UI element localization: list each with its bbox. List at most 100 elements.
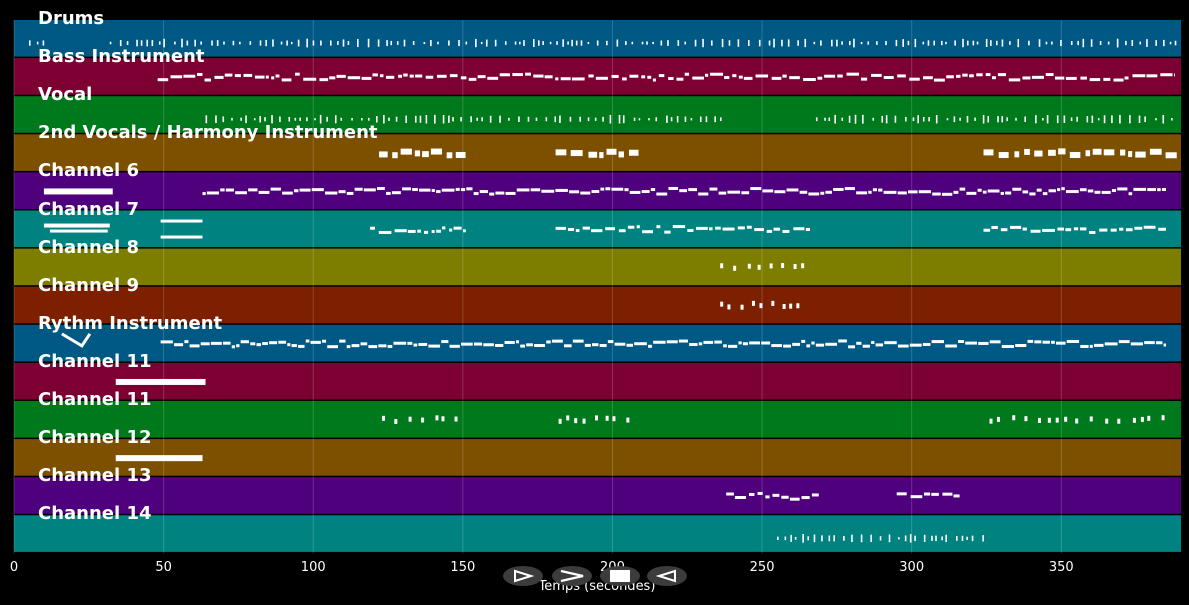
note — [793, 264, 797, 270]
note — [481, 117, 483, 122]
note — [204, 78, 212, 82]
note — [945, 41, 947, 45]
note — [270, 187, 281, 191]
note — [723, 344, 727, 348]
note — [622, 77, 627, 81]
play-button[interactable] — [503, 566, 543, 586]
note — [878, 188, 883, 192]
note — [223, 41, 225, 45]
note — [914, 38, 917, 48]
note — [1119, 114, 1121, 124]
note — [1000, 191, 1004, 195]
rewind-button[interactable] — [647, 566, 687, 586]
note — [442, 226, 446, 230]
note — [234, 74, 241, 78]
note — [407, 341, 413, 345]
note — [181, 38, 183, 48]
note — [163, 38, 165, 48]
note — [792, 342, 801, 346]
note — [787, 39, 790, 47]
note — [896, 492, 907, 496]
note — [259, 116, 261, 123]
note — [414, 150, 421, 157]
note — [460, 76, 467, 80]
note — [784, 536, 787, 541]
note — [1149, 148, 1162, 155]
note — [441, 416, 445, 422]
note — [479, 190, 489, 194]
note — [184, 340, 189, 344]
note — [1031, 75, 1044, 79]
note — [1024, 116, 1026, 122]
x-tick-label: 0 — [9, 560, 19, 575]
note — [935, 115, 938, 124]
note — [875, 343, 884, 347]
note — [953, 494, 960, 498]
note — [996, 40, 998, 46]
track-label: Drums — [38, 8, 105, 29]
note — [394, 419, 398, 425]
note — [646, 41, 648, 45]
note — [588, 74, 594, 78]
note — [592, 343, 599, 347]
note — [378, 344, 387, 348]
note — [1163, 39, 1165, 47]
note — [1140, 416, 1144, 422]
note — [922, 76, 933, 80]
note — [698, 192, 709, 196]
note — [605, 415, 609, 421]
note — [668, 76, 674, 80]
note — [487, 76, 499, 80]
note — [288, 117, 291, 122]
note — [157, 78, 169, 82]
note — [449, 74, 458, 78]
note — [158, 41, 161, 45]
note — [1132, 417, 1136, 423]
note — [769, 263, 773, 269]
note — [272, 39, 274, 47]
note — [468, 77, 477, 81]
note — [1000, 228, 1008, 232]
note — [170, 75, 183, 79]
note — [718, 191, 727, 195]
note — [1042, 228, 1055, 232]
note — [555, 149, 567, 156]
note — [808, 192, 820, 196]
note — [422, 151, 429, 158]
note — [884, 341, 897, 345]
note — [841, 117, 844, 121]
note — [405, 115, 407, 123]
note — [240, 117, 242, 121]
note — [455, 187, 460, 191]
note — [1099, 41, 1102, 46]
note — [997, 73, 1007, 77]
note — [966, 115, 969, 123]
note — [587, 117, 590, 122]
note — [248, 188, 258, 192]
note — [250, 342, 256, 346]
note — [505, 191, 516, 195]
note — [655, 117, 658, 122]
note — [269, 341, 278, 345]
note — [379, 151, 388, 158]
note — [512, 73, 523, 77]
fast-forward-button[interactable] — [552, 566, 592, 586]
note — [1128, 192, 1133, 196]
note — [959, 187, 966, 191]
note — [1147, 188, 1156, 192]
note — [454, 416, 458, 422]
note — [1103, 115, 1106, 124]
note — [1111, 115, 1113, 124]
note — [605, 187, 611, 191]
note — [281, 78, 292, 82]
note — [786, 188, 799, 192]
note — [1042, 118, 1044, 121]
note — [1155, 40, 1157, 46]
note — [239, 41, 241, 45]
note — [278, 340, 287, 344]
note — [1111, 189, 1117, 193]
track-label: Channel 9 — [38, 274, 139, 296]
note — [782, 74, 787, 78]
stop-button[interactable] — [600, 566, 640, 586]
